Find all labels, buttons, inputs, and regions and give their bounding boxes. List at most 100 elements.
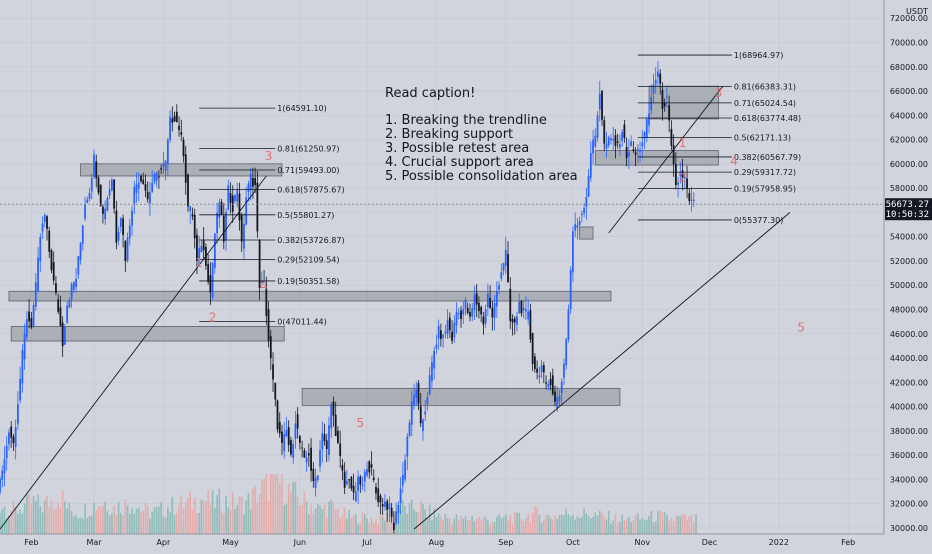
annotation-number: 1 <box>679 136 687 150</box>
candle-body <box>157 176 160 178</box>
volume-bar <box>191 509 194 534</box>
zone-rectangle[interactable] <box>579 226 594 240</box>
candle-body <box>149 192 151 204</box>
volume-bar <box>129 513 131 534</box>
volume-bar <box>587 516 590 534</box>
volume-bar <box>167 507 169 534</box>
trendline[interactable] <box>608 85 724 234</box>
volume-bar <box>151 511 153 534</box>
volume-bar <box>446 517 449 534</box>
candle-body <box>285 429 288 437</box>
volume-bar <box>102 505 104 534</box>
volume-bar <box>690 514 693 534</box>
volume-bar <box>598 510 601 534</box>
candle-body <box>668 105 671 121</box>
price-axis[interactable]: USDT 30000.00 32000.00 34000.00 36000.00 380… <box>883 0 932 550</box>
candle-body <box>234 194 236 202</box>
fib-right-level-label: 0.382(60567.79) <box>734 153 801 162</box>
zone-rectangles[interactable] <box>8 85 719 406</box>
candle-body <box>245 197 248 225</box>
volume-bar <box>377 523 380 534</box>
zone-rectangle[interactable] <box>594 150 719 166</box>
zone-rectangle[interactable] <box>80 163 283 177</box>
candle-body <box>236 190 239 202</box>
candle-body <box>119 218 122 227</box>
volume-bar <box>84 503 86 534</box>
volume-bar <box>231 492 234 534</box>
candle-body <box>480 306 483 315</box>
volume-bar <box>366 518 368 534</box>
candle-body <box>48 230 51 252</box>
candle-body <box>507 254 509 283</box>
candle-body <box>679 172 682 177</box>
volume-bar <box>388 521 391 534</box>
volume-bar <box>684 514 686 534</box>
zone-rectangle[interactable] <box>301 387 621 406</box>
volume-bar <box>422 503 424 534</box>
zone-rectangle[interactable] <box>8 290 612 302</box>
x-tick-label: Sep <box>498 538 513 547</box>
volume-bar <box>180 495 183 534</box>
candle-body <box>381 504 384 507</box>
volume-bar <box>442 519 444 534</box>
trendlines[interactable] <box>0 85 791 530</box>
volume-bar <box>17 513 19 534</box>
volume-bar <box>520 519 523 534</box>
volume-bar <box>77 518 80 534</box>
volume-bar <box>61 490 64 534</box>
volume-bar <box>196 512 198 534</box>
volume-bar <box>475 518 478 534</box>
trendline[interactable] <box>0 175 267 530</box>
candle-body <box>43 214 46 222</box>
y-tick-label: 70000.00 <box>890 38 928 47</box>
volume-bar <box>556 519 559 534</box>
candle-body <box>41 223 44 232</box>
volume-bar <box>574 519 576 534</box>
candle-body <box>654 79 657 85</box>
volume-bar <box>198 512 200 534</box>
candle-body <box>603 120 606 144</box>
volume-bar <box>534 505 536 534</box>
time-axis[interactable]: Feb Mar Apr May Jun Jul Aug Sep Oct Nov Dec 2022 Feb <box>0 533 884 547</box>
volume-bar <box>632 520 635 534</box>
candle-body <box>424 411 427 415</box>
volume-bar <box>437 513 440 534</box>
candle-body <box>419 406 422 424</box>
volume-bar <box>410 499 413 534</box>
candle-body <box>131 210 133 226</box>
candle-body <box>222 215 225 242</box>
candle-body <box>509 288 512 322</box>
volume-bar <box>679 516 682 534</box>
volume-bar <box>234 509 236 534</box>
candle-body <box>238 193 241 221</box>
trendline[interactable] <box>413 212 791 530</box>
volume-bar <box>68 502 71 534</box>
candle-body <box>102 206 104 214</box>
volume-bar <box>131 508 133 534</box>
fibonacci-retracements[interactable]: 1(64591.10) 0.81(61250.97) 0.71(59493.00) 0… <box>199 51 801 326</box>
volume-bar <box>50 500 53 534</box>
volume-bar <box>386 513 388 534</box>
candle-body <box>50 250 53 271</box>
candle-body <box>247 183 250 192</box>
x-tick-label: Feb <box>24 538 38 547</box>
candle-body <box>294 423 297 439</box>
candle-body <box>621 132 624 142</box>
candle-body <box>99 184 102 207</box>
volume-bar <box>75 515 77 534</box>
volume-bar <box>341 515 344 534</box>
volume-bar <box>57 502 59 534</box>
y-tick-label: 36000.00 <box>890 451 928 460</box>
volume-bar <box>120 512 122 534</box>
volume-bar <box>661 512 664 534</box>
volume-bar <box>402 500 404 534</box>
volume-bar <box>8 515 10 534</box>
volume-bar <box>108 515 111 534</box>
volume-bar <box>348 510 350 534</box>
volume-bar <box>111 513 113 534</box>
candle-body <box>337 430 339 443</box>
chart-annotations: 1 2 3 4 5 1 2 3 4 5 <box>195 86 805 430</box>
candle-body <box>504 249 507 266</box>
